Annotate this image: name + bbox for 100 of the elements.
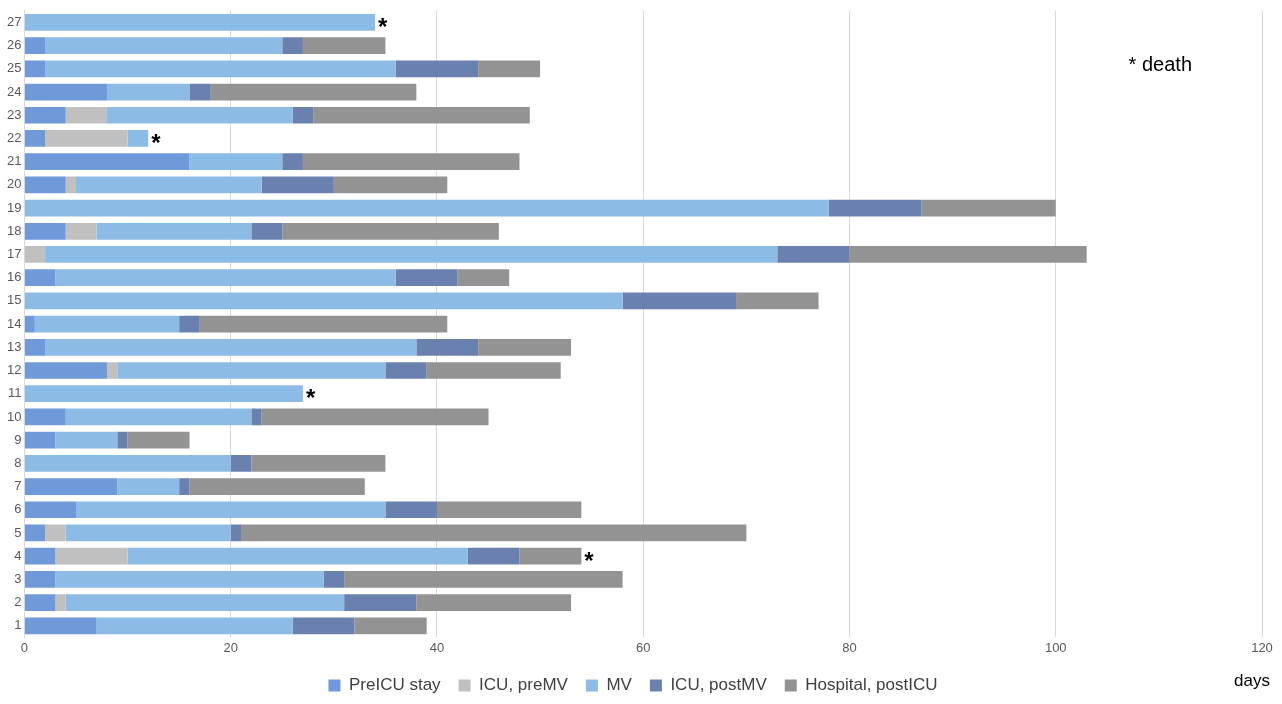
bar — [416, 594, 572, 611]
bar — [189, 83, 211, 101]
bar — [76, 501, 386, 519]
annotation: * — [151, 129, 162, 157]
y-tick-label: 16 — [6, 269, 22, 285]
bar — [478, 60, 541, 78]
legend-label: ICU, preMV — [479, 675, 569, 695]
bar — [127, 547, 468, 565]
y-tick-label: 22 — [6, 130, 22, 146]
bar — [777, 246, 850, 263]
bar — [117, 362, 386, 379]
bar — [736, 292, 819, 310]
legend-label: MV — [606, 675, 633, 695]
y-tick-label: 8 — [14, 454, 22, 470]
bar — [65, 176, 77, 194]
bar — [106, 83, 190, 101]
bar — [344, 594, 417, 611]
bar — [106, 106, 293, 124]
bar — [24, 130, 46, 147]
y-tick-label: 7 — [14, 478, 22, 494]
bar — [24, 571, 56, 588]
y-tick-label: 26 — [6, 37, 22, 53]
y-tick-label: 27 — [6, 13, 22, 29]
bar — [96, 222, 252, 240]
y-tick-label: 6 — [14, 501, 22, 517]
y-tick-label: 17 — [6, 246, 22, 262]
bar — [302, 153, 520, 170]
bar — [65, 222, 97, 240]
bar — [302, 37, 386, 54]
bar — [24, 338, 46, 356]
bar — [426, 362, 561, 379]
bar — [282, 153, 303, 170]
y-tick-label: 10 — [6, 408, 22, 424]
annotation: * — [305, 384, 316, 412]
bar — [199, 315, 448, 333]
x-tick-label: 20 — [223, 639, 238, 655]
bar — [45, 524, 66, 542]
bar — [344, 571, 623, 588]
bar — [395, 269, 458, 287]
bar — [24, 60, 46, 78]
bar — [261, 408, 489, 426]
bar — [849, 246, 1087, 263]
bar — [24, 222, 66, 240]
bar — [24, 37, 46, 54]
bar — [292, 617, 355, 635]
x-tick-label: 60 — [636, 639, 651, 655]
bar — [354, 617, 427, 635]
bar — [65, 408, 252, 426]
bar — [55, 269, 396, 287]
y-tick-label: 9 — [14, 431, 22, 447]
y-tick-label: 19 — [6, 199, 22, 215]
bar — [127, 130, 149, 147]
bar — [189, 478, 365, 495]
bar — [436, 501, 582, 519]
y-tick-label: 2 — [14, 594, 22, 610]
bar — [65, 524, 231, 542]
bar — [179, 315, 200, 333]
bar — [24, 547, 56, 565]
y-tick-label: 1 — [14, 617, 22, 633]
x-tick-label: 120 — [1251, 639, 1273, 655]
y-tick-label: 12 — [6, 362, 22, 378]
bar — [24, 524, 46, 542]
bar — [24, 431, 56, 449]
bar — [478, 338, 572, 356]
bar — [45, 37, 283, 54]
y-tick-label: 15 — [6, 292, 22, 308]
bar — [416, 338, 479, 356]
bar — [34, 315, 180, 333]
bar — [457, 269, 510, 287]
bar — [55, 547, 128, 565]
bar — [65, 106, 107, 124]
x-tick-label: 80 — [842, 639, 857, 655]
bar — [313, 106, 530, 124]
bar — [24, 454, 231, 472]
y-tick-label: 14 — [6, 315, 22, 331]
bar — [117, 478, 180, 495]
bar — [24, 269, 56, 287]
y-tick-label: 11 — [7, 385, 22, 401]
bar — [24, 176, 66, 194]
bar — [251, 454, 386, 472]
bar — [24, 594, 56, 611]
y-tick-label: 18 — [6, 222, 22, 238]
y-tick-label: 24 — [6, 83, 22, 99]
bar — [106, 362, 118, 379]
bar — [385, 362, 427, 379]
bar — [282, 37, 303, 54]
y-tick-label: 4 — [14, 547, 22, 563]
legend-label: Hospital, postICU — [805, 675, 938, 695]
bar — [24, 153, 190, 170]
bar — [921, 199, 1056, 217]
bar — [828, 199, 922, 217]
y-tick-label: 13 — [6, 338, 22, 354]
annotation: * death — [1128, 53, 1192, 76]
bar — [55, 571, 324, 588]
bar — [24, 246, 46, 263]
y-tick-label: 5 — [14, 524, 22, 540]
bar — [251, 408, 262, 426]
bar — [65, 594, 345, 611]
bar — [45, 60, 396, 78]
y-tick-label: 23 — [6, 106, 22, 122]
